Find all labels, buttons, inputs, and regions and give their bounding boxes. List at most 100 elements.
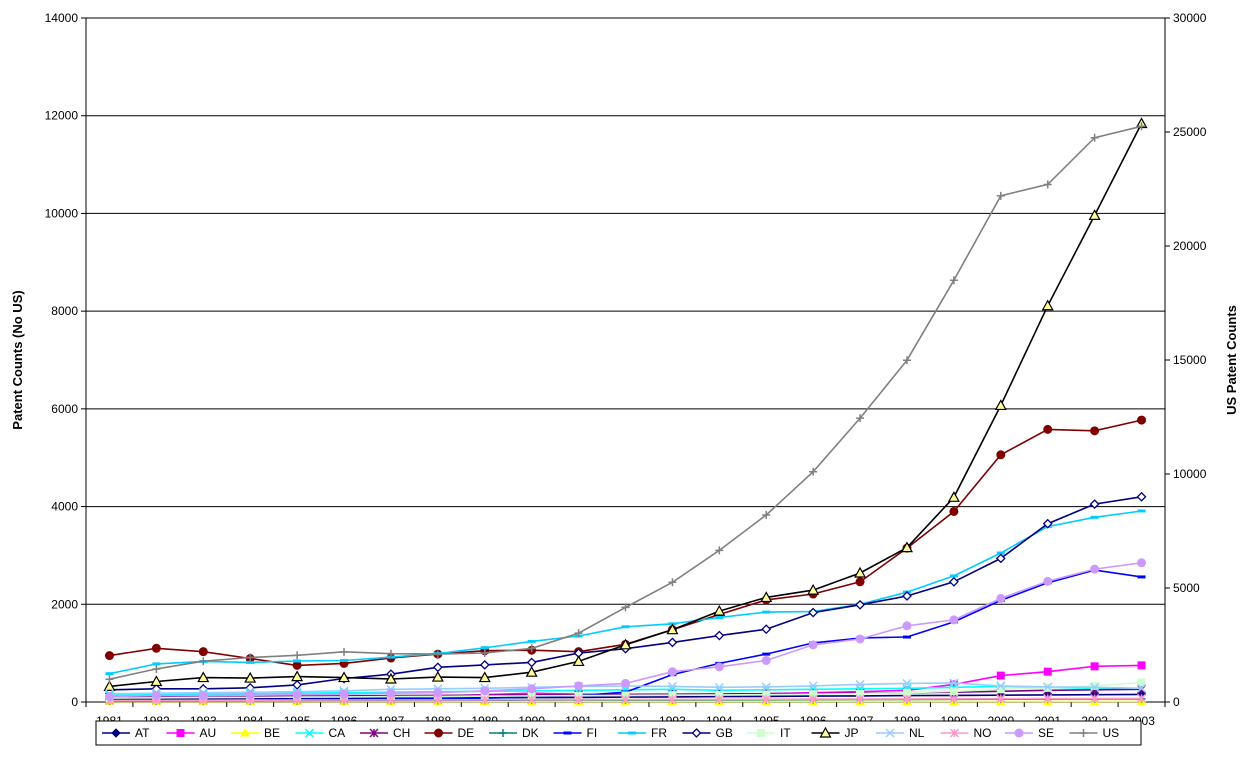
data-point [996, 593, 1006, 603]
data-point [715, 546, 724, 555]
data-point [1043, 180, 1052, 189]
data-point [176, 729, 185, 737]
data-point [855, 634, 865, 644]
data-point [620, 694, 631, 704]
legend-label: JP [845, 726, 859, 740]
right-tick-label: 0 [1173, 695, 1180, 709]
legend-entry-dk: DK [489, 726, 539, 740]
data-point [714, 694, 724, 704]
legend-label: US [1103, 726, 1120, 740]
legend-entry-au: AU [166, 726, 216, 740]
data-point [667, 681, 677, 691]
right-tick-label: 30000 [1173, 11, 1207, 25]
data-point [760, 591, 773, 603]
data-point [1090, 693, 1100, 704]
data-point [574, 695, 584, 705]
data-point [994, 399, 1007, 411]
data-point [854, 566, 867, 578]
data-point [855, 679, 865, 689]
legend-label: SE [1038, 726, 1054, 740]
data-point [480, 648, 489, 657]
data-point [369, 728, 379, 738]
data-point [902, 356, 911, 365]
series-us [105, 122, 1146, 684]
data-point [197, 671, 210, 683]
right-tick-label: 20000 [1173, 239, 1207, 253]
left-axis-ticks: 0 2000 4000 6000 8000 10000 12000 14000 [45, 11, 86, 709]
data-point [246, 653, 255, 662]
data-point [293, 651, 302, 660]
legend-entry-se: SE [1005, 726, 1054, 740]
data-point [761, 655, 771, 665]
data-point [714, 662, 724, 672]
data-point [1088, 209, 1101, 220]
data-point [949, 694, 959, 704]
data-point [574, 681, 584, 691]
legend-entry-fi: FI [553, 726, 597, 740]
data-point [855, 599, 865, 610]
data-point [855, 694, 865, 704]
data-point [1137, 683, 1147, 693]
right-tick-label: 10000 [1173, 467, 1207, 481]
data-point [572, 655, 585, 667]
data-point [525, 665, 538, 677]
legend-label: AT [135, 726, 150, 740]
legend-label: GB [716, 726, 733, 740]
data-point [667, 637, 678, 648]
data-point [384, 672, 397, 684]
data-point [949, 678, 959, 688]
data-point [1136, 491, 1147, 502]
data-point [105, 675, 114, 684]
data-point [713, 604, 726, 616]
series-line-jp [109, 123, 1143, 688]
legend-entry-ca: CA [295, 726, 345, 740]
legend-entry-gb: GB [682, 726, 733, 740]
data-point [199, 657, 208, 666]
right-axis-title: US Patent Counts [1224, 305, 1239, 415]
data-point [340, 647, 349, 656]
data-point [949, 615, 959, 625]
data-point [245, 690, 255, 700]
series-de [104, 415, 1147, 670]
data-point [1137, 558, 1147, 568]
data-point [714, 682, 724, 692]
data-point [900, 541, 913, 553]
data-point [808, 694, 818, 704]
data-point [1043, 424, 1053, 434]
series-gb [104, 491, 1147, 695]
left-axis-title: Patent Counts (No US) [10, 290, 25, 429]
legend-entry-no: NO [940, 726, 992, 740]
data-point [432, 662, 443, 673]
data-point [1090, 682, 1100, 692]
data-point [386, 688, 396, 698]
data-point [339, 689, 349, 699]
data-point [1043, 576, 1053, 586]
data-point [480, 686, 490, 696]
data-point [808, 640, 818, 650]
data-point [151, 691, 161, 701]
data-point [1137, 678, 1146, 687]
legend-entry-it: IT [747, 726, 791, 740]
data-point [478, 671, 491, 683]
data-point [949, 728, 960, 738]
data-point [304, 728, 315, 738]
data-point [902, 591, 912, 601]
legend-label: DK [522, 726, 539, 740]
data-point [1042, 518, 1053, 529]
data-point [902, 621, 912, 631]
legend-entry-at: AT [102, 726, 150, 740]
data-point [292, 679, 303, 690]
data-point [151, 643, 161, 653]
data-point [434, 728, 443, 738]
data-point [1090, 662, 1099, 671]
data-point [480, 695, 490, 705]
data-point [103, 680, 116, 691]
legend-label: BE [264, 726, 280, 740]
legend-entry-jp: JP [811, 726, 859, 740]
data-point [1137, 661, 1146, 670]
legend-label: NL [909, 726, 925, 740]
legend-entry-de: DE [424, 726, 474, 740]
data-point [433, 688, 443, 698]
data-point [996, 671, 1005, 680]
